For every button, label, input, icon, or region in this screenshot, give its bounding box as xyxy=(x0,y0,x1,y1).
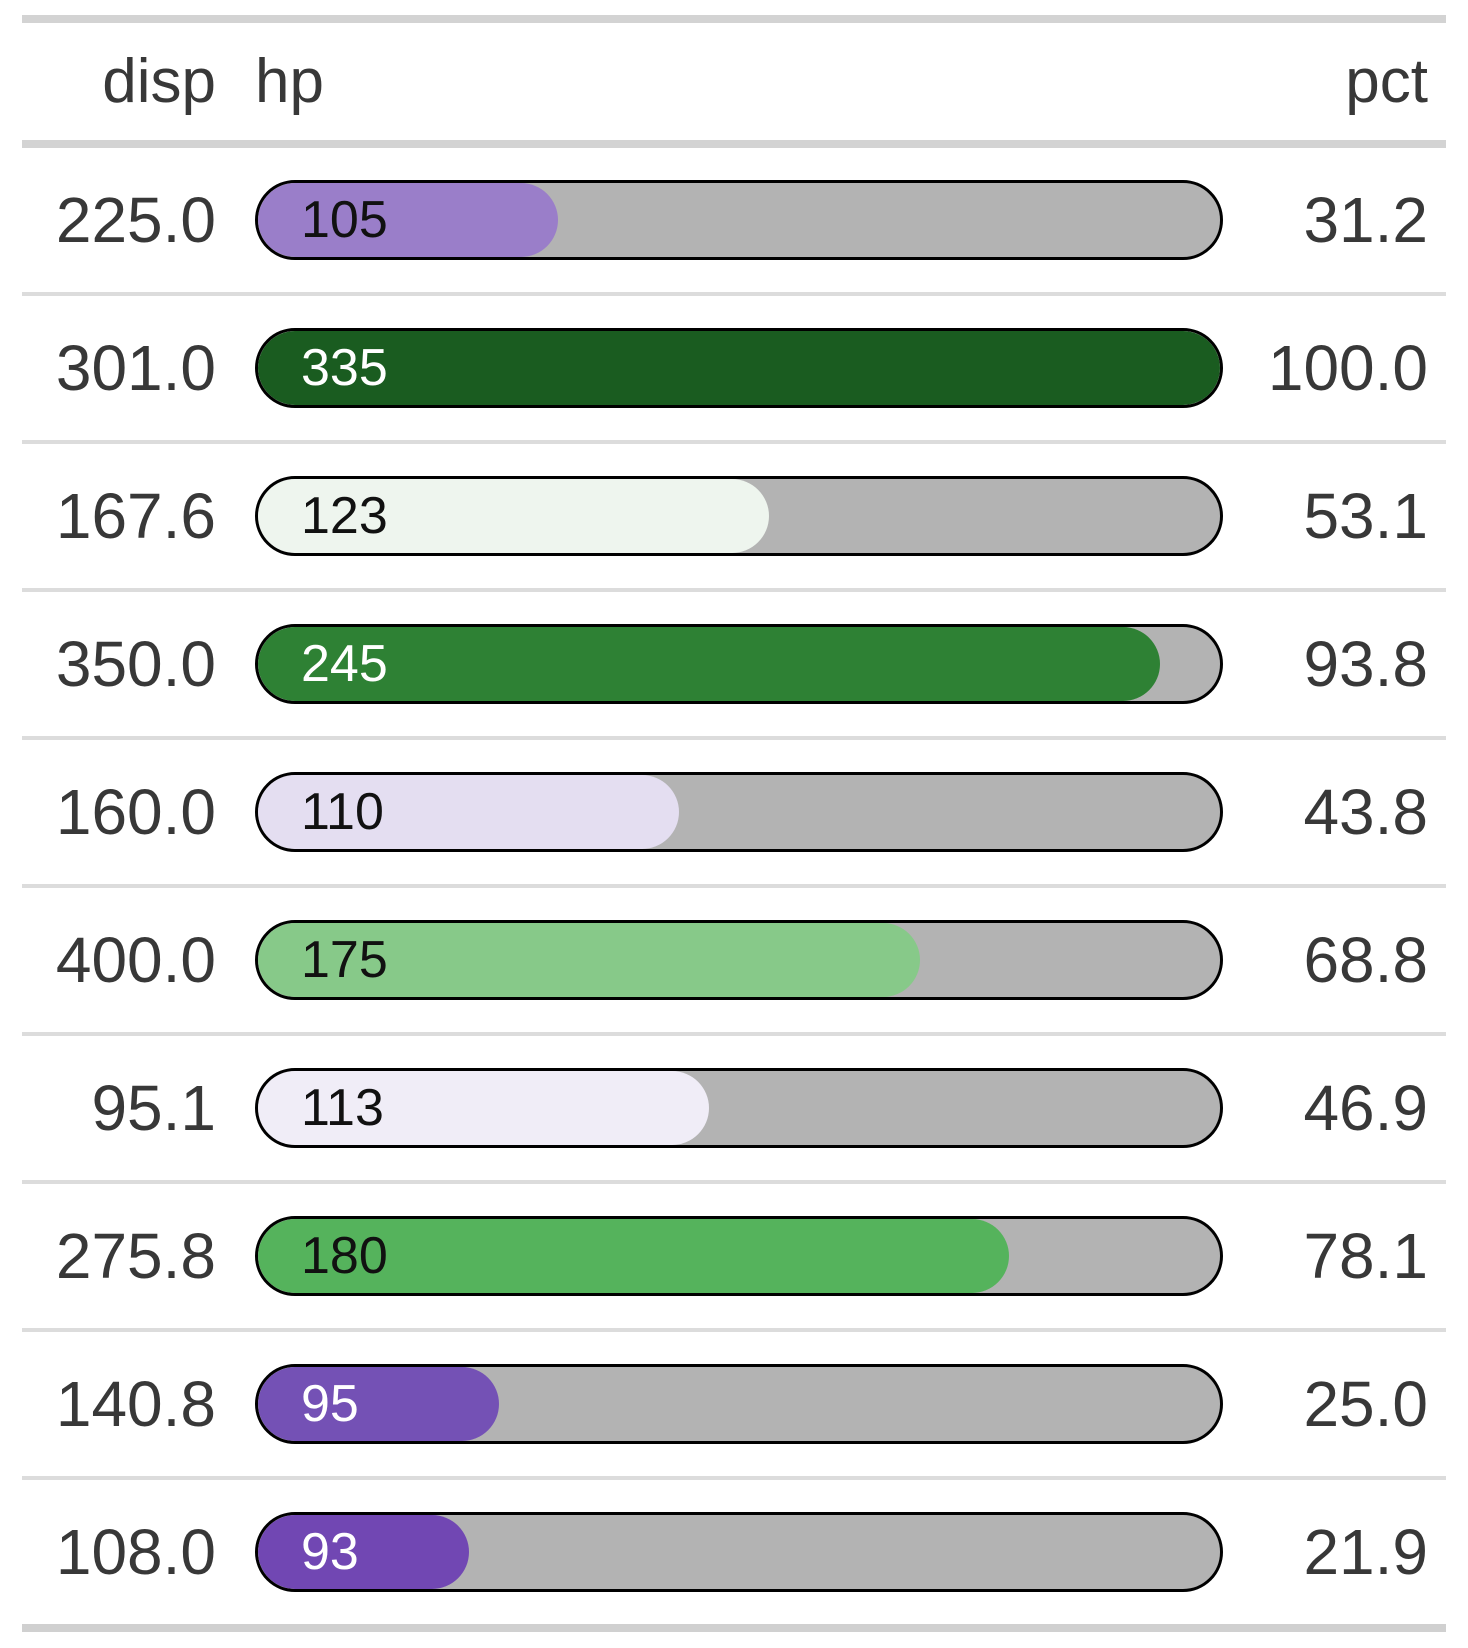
disp-value: 225.0 xyxy=(55,184,216,256)
pct-value: 78.1 xyxy=(1303,1220,1428,1292)
hp-bar-fill xyxy=(258,183,559,257)
hp-bar-cell: 175 xyxy=(216,920,1227,1000)
hp-bar-fill xyxy=(258,331,1220,405)
table-row: 140.8 95 25.0 xyxy=(22,1328,1446,1476)
hp-bar-label: 175 xyxy=(301,931,388,989)
hp-bar-track: 93 xyxy=(255,1512,1223,1592)
hp-bar-fill xyxy=(258,1071,710,1145)
data-table: disp hp pct 225.0 105 31.2 301.0 335 100… xyxy=(22,15,1446,1632)
hp-bar-cell: 93 xyxy=(216,1512,1227,1592)
hp-bar-label: 110 xyxy=(301,783,384,841)
table-body: 225.0 105 31.2 301.0 335 100.0 167.6 123… xyxy=(22,148,1446,1624)
column-header-disp: disp xyxy=(102,47,216,116)
table-row: 160.0 110 43.8 xyxy=(22,736,1446,884)
table-row: 167.6 123 53.1 xyxy=(22,440,1446,588)
table-header-row: disp hp pct xyxy=(22,23,1446,148)
pct-value: 100.0 xyxy=(1267,332,1428,404)
pct-value: 46.9 xyxy=(1303,1072,1428,1144)
disp-value: 140.8 xyxy=(55,1368,216,1440)
hp-bar-track: 110 xyxy=(255,772,1223,852)
hp-bar-fill xyxy=(258,1367,499,1441)
hp-bar-fill xyxy=(258,627,1161,701)
hp-bar-label: 123 xyxy=(301,487,388,545)
table-row: 301.0 335 100.0 xyxy=(22,292,1446,440)
table-row: 350.0 245 93.8 xyxy=(22,588,1446,736)
hp-bar-cell: 123 xyxy=(216,476,1227,556)
pct-value: 31.2 xyxy=(1303,184,1428,256)
pct-value: 53.1 xyxy=(1303,480,1428,552)
hp-bar-cell: 245 xyxy=(216,624,1227,704)
hp-bar-track: 180 xyxy=(255,1216,1223,1296)
disp-value: 108.0 xyxy=(55,1516,216,1588)
hp-bar-cell: 335 xyxy=(216,328,1227,408)
hp-bar-fill xyxy=(258,1515,469,1589)
disp-value: 275.8 xyxy=(55,1220,216,1292)
hp-bar-label: 335 xyxy=(301,339,388,397)
disp-value: 160.0 xyxy=(55,776,216,848)
hp-bar-label: 95 xyxy=(301,1375,359,1433)
pct-value: 68.8 xyxy=(1303,924,1428,996)
column-header-hp: hp xyxy=(255,47,324,116)
hp-bar-label: 245 xyxy=(301,635,388,693)
pct-value: 43.8 xyxy=(1303,776,1428,848)
hp-bar-cell: 105 xyxy=(216,180,1227,260)
disp-value: 400.0 xyxy=(55,924,216,996)
hp-bar-track: 113 xyxy=(255,1068,1223,1148)
table-row: 95.1 113 46.9 xyxy=(22,1032,1446,1180)
hp-bar-label: 93 xyxy=(301,1523,359,1581)
hp-bar-track: 105 xyxy=(255,180,1223,260)
hp-bar-track: 335 xyxy=(255,328,1223,408)
hp-bar-cell: 113 xyxy=(216,1068,1227,1148)
hp-bar-label: 113 xyxy=(301,1079,384,1137)
pct-value: 21.9 xyxy=(1303,1516,1428,1588)
table-row: 225.0 105 31.2 xyxy=(22,148,1446,292)
hp-bar-fill xyxy=(258,923,920,997)
hp-bar-cell: 180 xyxy=(216,1216,1227,1296)
column-header-pct: pct xyxy=(1345,47,1428,116)
hp-bar-label: 180 xyxy=(301,1227,388,1285)
table-row: 275.8 180 78.1 xyxy=(22,1180,1446,1328)
hp-bar-fill xyxy=(258,1219,1010,1293)
table-row: 400.0 175 68.8 xyxy=(22,884,1446,1032)
hp-bar-label: 105 xyxy=(301,191,388,249)
table-row: 108.0 93 21.9 xyxy=(22,1476,1446,1624)
pct-value: 93.8 xyxy=(1303,628,1428,700)
hp-bar-cell: 95 xyxy=(216,1364,1227,1444)
disp-value: 350.0 xyxy=(55,628,216,700)
hp-bar-fill xyxy=(258,479,769,553)
pct-value: 25.0 xyxy=(1303,1368,1428,1440)
hp-bar-fill xyxy=(258,775,680,849)
hp-bar-cell: 110 xyxy=(216,772,1227,852)
disp-value: 95.1 xyxy=(91,1072,216,1144)
disp-value: 167.6 xyxy=(55,480,216,552)
hp-bar-track: 245 xyxy=(255,624,1223,704)
hp-bar-track: 175 xyxy=(255,920,1223,1000)
disp-value: 301.0 xyxy=(55,332,216,404)
hp-bar-track: 123 xyxy=(255,476,1223,556)
hp-bar-track: 95 xyxy=(255,1364,1223,1444)
